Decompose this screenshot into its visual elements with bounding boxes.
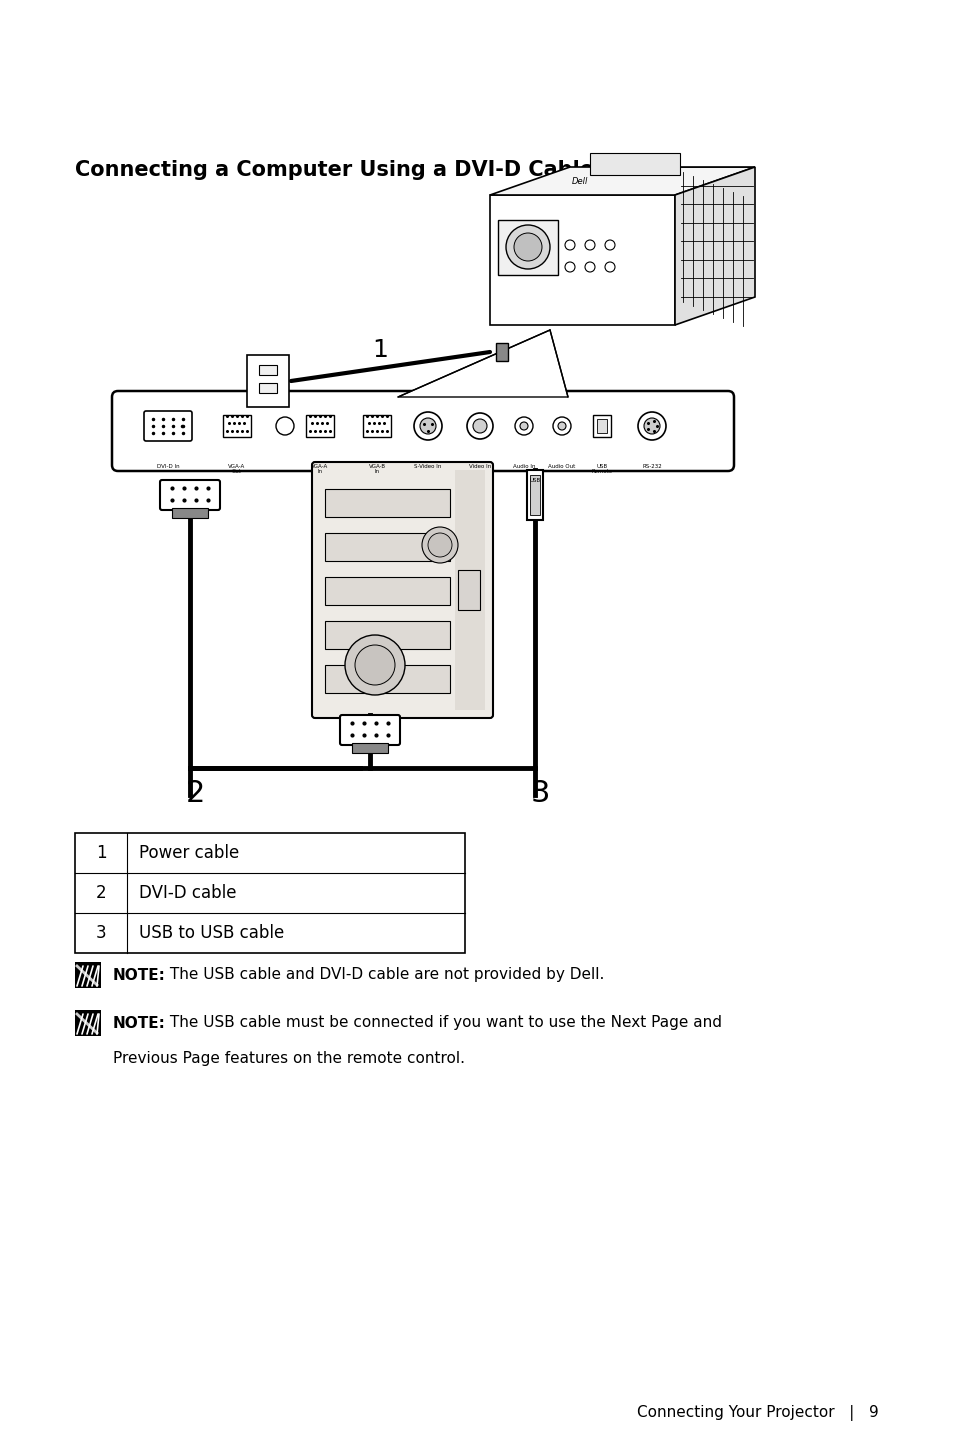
FancyBboxPatch shape [339,715,399,745]
Bar [325,577,450,604]
Bar [589,153,679,175]
Text: Dell: Dell [571,178,588,186]
Bar [325,488,450,517]
Bar [363,415,391,437]
Bar [75,962,101,988]
Circle shape [467,412,493,440]
Text: USB to USB cable: USB to USB cable [139,924,284,942]
Bar [597,420,606,432]
Text: DVI-D cable: DVI-D cable [139,884,236,902]
Polygon shape [675,168,754,325]
Circle shape [414,412,441,440]
Text: 3: 3 [95,924,106,942]
Text: The USB cable and DVI-D cable are not provided by Dell.: The USB cable and DVI-D cable are not pr… [165,968,604,982]
Circle shape [419,418,436,434]
Text: S-Video In: S-Video In [414,464,441,470]
Text: VGA-A
Out: VGA-A Out [228,464,245,474]
Text: Audio Out: Audio Out [548,464,575,470]
Text: DVI-D In: DVI-D In [156,464,179,470]
Bar [258,382,276,392]
Bar [223,415,251,437]
FancyBboxPatch shape [160,480,220,510]
Bar [496,344,507,361]
Text: 3: 3 [530,779,549,808]
Circle shape [519,422,527,430]
FancyBboxPatch shape [312,463,493,717]
Bar [325,621,450,649]
Text: Audio In: Audio In [512,464,535,470]
Text: Video In: Video In [468,464,491,470]
Circle shape [275,417,294,435]
Circle shape [345,634,405,695]
Bar [530,475,539,516]
Bar [325,533,450,561]
Text: NOTE:: NOTE: [112,1015,166,1031]
Circle shape [564,241,575,251]
Text: Previous Page features on the remote control.: Previous Page features on the remote con… [112,1051,464,1065]
Text: USB
Remote: USB Remote [591,464,612,474]
Polygon shape [455,470,484,710]
Circle shape [584,262,595,272]
Circle shape [473,420,486,432]
Bar [593,415,610,437]
Circle shape [558,422,565,430]
Circle shape [638,412,665,440]
Circle shape [564,262,575,272]
Circle shape [421,527,457,563]
Text: VGA-A
In: VGA-A In [311,464,328,474]
Circle shape [505,225,550,269]
Circle shape [604,262,615,272]
FancyBboxPatch shape [112,391,733,471]
Text: 1: 1 [95,843,106,862]
Text: VGA-B
In: VGA-B In [368,464,385,474]
Circle shape [515,417,533,435]
Text: USB: USB [529,477,540,483]
Text: Connecting Your Projector   |   9: Connecting Your Projector | 9 [637,1405,878,1421]
Circle shape [553,417,571,435]
Circle shape [428,533,452,557]
Circle shape [643,418,659,434]
Text: Connecting a Computer Using a DVI-D Cable: Connecting a Computer Using a DVI-D Cabl… [75,160,594,180]
Bar [352,743,388,753]
Bar [306,415,334,437]
Circle shape [604,241,615,251]
Circle shape [584,241,595,251]
Bar [75,1010,101,1035]
Text: 2: 2 [185,779,205,808]
Bar [526,470,542,520]
Circle shape [355,644,395,684]
Polygon shape [490,195,675,325]
Bar [497,221,558,275]
Bar [75,833,464,954]
Text: 1: 1 [372,338,388,362]
Text: The USB cable must be connected if you want to use the Next Page and: The USB cable must be connected if you w… [165,1015,721,1031]
Bar [325,664,450,693]
Polygon shape [397,329,567,397]
Text: Power cable: Power cable [139,843,239,862]
Polygon shape [490,168,754,195]
Bar [247,355,289,407]
Bar [457,570,479,610]
FancyBboxPatch shape [144,411,192,441]
Circle shape [514,233,541,261]
Text: NOTE:: NOTE: [112,968,166,982]
Bar [258,365,276,375]
Text: 2: 2 [95,884,106,902]
Bar [172,508,208,518]
Text: RS-232: RS-232 [641,464,661,470]
